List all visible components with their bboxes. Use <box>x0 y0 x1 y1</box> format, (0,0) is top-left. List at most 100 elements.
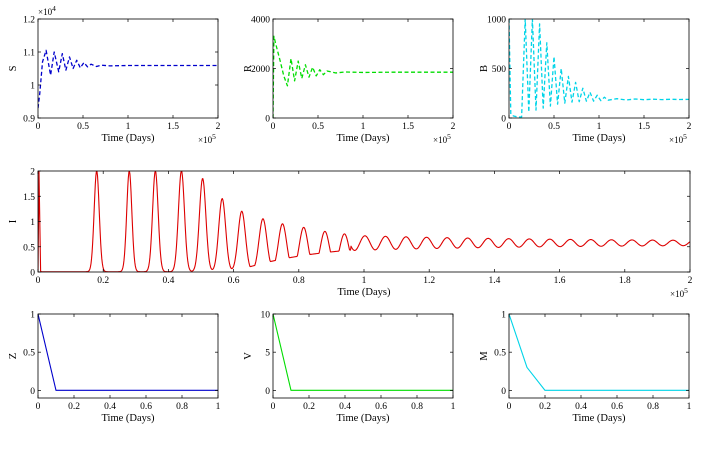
y-tick-label: 0 <box>30 269 35 279</box>
y-tick-label: 0 <box>501 115 506 125</box>
series-line-m <box>509 314 689 391</box>
x-tick-label: 1 <box>597 122 602 132</box>
x-tick-label: 1.5 <box>167 122 179 132</box>
plot-frame <box>37 313 219 399</box>
y-axis-label: V <box>243 352 254 360</box>
y-tick-label: 10 <box>261 311 271 321</box>
y-tick-label: 4000 <box>251 16 270 26</box>
x-tick-label: 0.6 <box>375 402 387 412</box>
x-tick-label: 1.4 <box>488 276 500 286</box>
x-tick-label: 0 <box>507 122 512 132</box>
y-multiplier-exponent: 4 <box>52 4 56 13</box>
x-tick-label: 1 <box>362 276 367 286</box>
x-tick-label: 0.8 <box>647 402 659 412</box>
x-tick-label: 0 <box>36 122 41 132</box>
x-axis-label: Time (Days) <box>573 133 626 144</box>
x-axis-label: Time (Days) <box>102 133 155 144</box>
x-axis-label: Time (Days) <box>338 287 391 298</box>
x-tick-label: 0.6 <box>611 402 623 412</box>
y-tick-label: 0 <box>265 115 270 125</box>
plot-frame <box>508 313 690 399</box>
y-tick-label: 1.1 <box>23 49 35 59</box>
x-axis-label: Time (Days) <box>337 133 390 144</box>
y-axis-label: Z <box>8 353 19 359</box>
x-tick-label: 1 <box>216 402 221 412</box>
x-tick-label: 0.5 <box>548 122 560 132</box>
x-tick-label: 0.4 <box>162 276 174 286</box>
x-multiplier: ×105 <box>669 132 687 145</box>
plot-frame <box>37 170 691 273</box>
x-tick-label: 0 <box>507 402 512 412</box>
x-tick-label: 2 <box>687 122 692 132</box>
y-axis-label: M <box>479 351 490 361</box>
x-tick-label: 2 <box>688 276 693 286</box>
x-multiplier-exponent: 5 <box>684 286 688 295</box>
x-tick-label: 0 <box>271 122 276 132</box>
plot-frame <box>272 313 454 399</box>
chart-m: 0 0.2 0.4 0.6 0.8 1 0 0.5 1 Time (Days) M <box>479 311 692 425</box>
series-line-r <box>273 35 453 118</box>
x-tick-label: 1.8 <box>619 276 631 286</box>
y-tick-label: 1 <box>30 82 35 92</box>
y-tick-label: 1 <box>501 311 506 321</box>
series-line-s <box>38 49 218 109</box>
x-multiplier-base: ×10 <box>669 135 684 145</box>
x-tick-label: 0.2 <box>303 402 315 412</box>
x-multiplier-base: ×10 <box>670 289 685 299</box>
x-multiplier: ×105 <box>670 286 688 299</box>
x-tick-label: 2 <box>451 122 456 132</box>
x-tick-label: 0.2 <box>539 402 551 412</box>
y-tick-label: 2 <box>30 168 35 178</box>
x-tick-label: 1 <box>361 122 366 132</box>
x-tick-label: 0.2 <box>68 402 80 412</box>
x-tick-label: 1.5 <box>638 122 650 132</box>
x-tick-label: 0 <box>36 402 41 412</box>
y-tick-label: 1.2 <box>23 16 35 26</box>
y-tick-label: 1 <box>30 218 35 228</box>
x-tick-label: 0.8 <box>176 402 188 412</box>
y-tick-label: 0.9 <box>23 115 35 125</box>
x-tick-label: 0.5 <box>312 122 324 132</box>
x-tick-label: 0 <box>36 276 41 286</box>
series-line-b <box>509 19 689 118</box>
y-multiplier: ×104 <box>38 4 56 17</box>
x-tick-label: 0.6 <box>228 276 240 286</box>
y-axis-label: S <box>8 65 19 71</box>
y-tick-label: 5 <box>265 349 270 359</box>
y-axis-label: B <box>479 65 490 72</box>
series-line-i <box>38 171 690 272</box>
y-tick-label: 0.5 <box>494 349 506 359</box>
y-multiplier-base: ×10 <box>38 7 53 17</box>
y-tick-label: 2000 <box>251 65 270 75</box>
plot-frame <box>37 18 219 119</box>
y-tick-label: 1000 <box>487 16 506 26</box>
x-multiplier: ×105 <box>433 132 451 145</box>
y-tick-label: 0.5 <box>23 349 35 359</box>
x-multiplier-base: ×10 <box>198 135 213 145</box>
x-multiplier-exponent: 5 <box>212 132 216 141</box>
x-tick-label: 0.4 <box>104 402 116 412</box>
series-line-v <box>273 314 453 391</box>
x-tick-label: 0.8 <box>293 276 305 286</box>
x-tick-label: 0.2 <box>97 276 109 286</box>
chart-b: 0 0.5 1 1.5 2 0 500 1000 Time (Days) B ×105 <box>479 16 692 146</box>
x-axis-label: Time (Days) <box>573 413 626 424</box>
x-tick-label: 1.6 <box>554 276 566 286</box>
y-tick-label: 0 <box>30 387 35 397</box>
x-multiplier: ×105 <box>198 132 216 145</box>
y-axis-label: R <box>243 65 254 72</box>
y-tick-label: 500 <box>492 65 507 75</box>
chart-i: 0 0.2 0.4 0.6 0.8 1 1.2 1.4 1.6 1.8 2 0 0.5 1 1.5 2 Time… <box>8 168 693 300</box>
x-tick-label: 1 <box>451 402 456 412</box>
y-tick-label: 0.5 <box>23 243 35 253</box>
x-tick-label: 0.4 <box>575 402 587 412</box>
x-tick-label: 2 <box>216 122 221 132</box>
x-axis-label: Time (Days) <box>102 413 155 424</box>
y-tick-label: 0 <box>265 387 270 397</box>
x-tick-label: 0.5 <box>77 122 89 132</box>
x-multiplier-base: ×10 <box>433 135 448 145</box>
y-axis-label: I <box>8 219 19 223</box>
x-tick-label: 0.6 <box>140 402 152 412</box>
